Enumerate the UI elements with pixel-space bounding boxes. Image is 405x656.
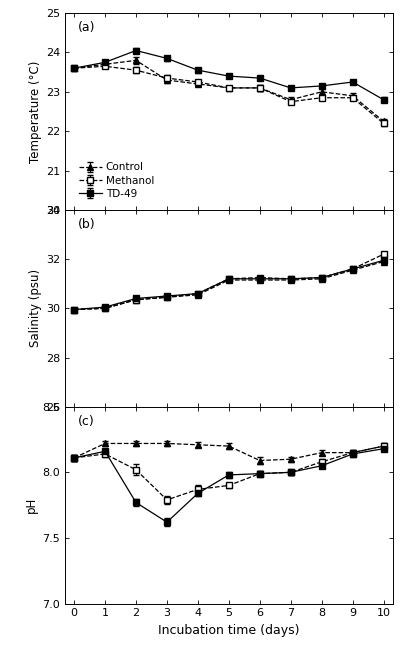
X-axis label: Incubation time (days): Incubation time (days): [158, 624, 300, 637]
Text: (c): (c): [78, 415, 95, 428]
Text: (a): (a): [78, 21, 96, 34]
Legend: Control, Methanol, TD-49: Control, Methanol, TD-49: [77, 160, 156, 201]
Y-axis label: pH: pH: [25, 497, 38, 513]
Text: (b): (b): [78, 218, 96, 231]
Y-axis label: Salinity (psu): Salinity (psu): [28, 269, 42, 348]
Y-axis label: Temperature (°C): Temperature (°C): [28, 60, 42, 163]
